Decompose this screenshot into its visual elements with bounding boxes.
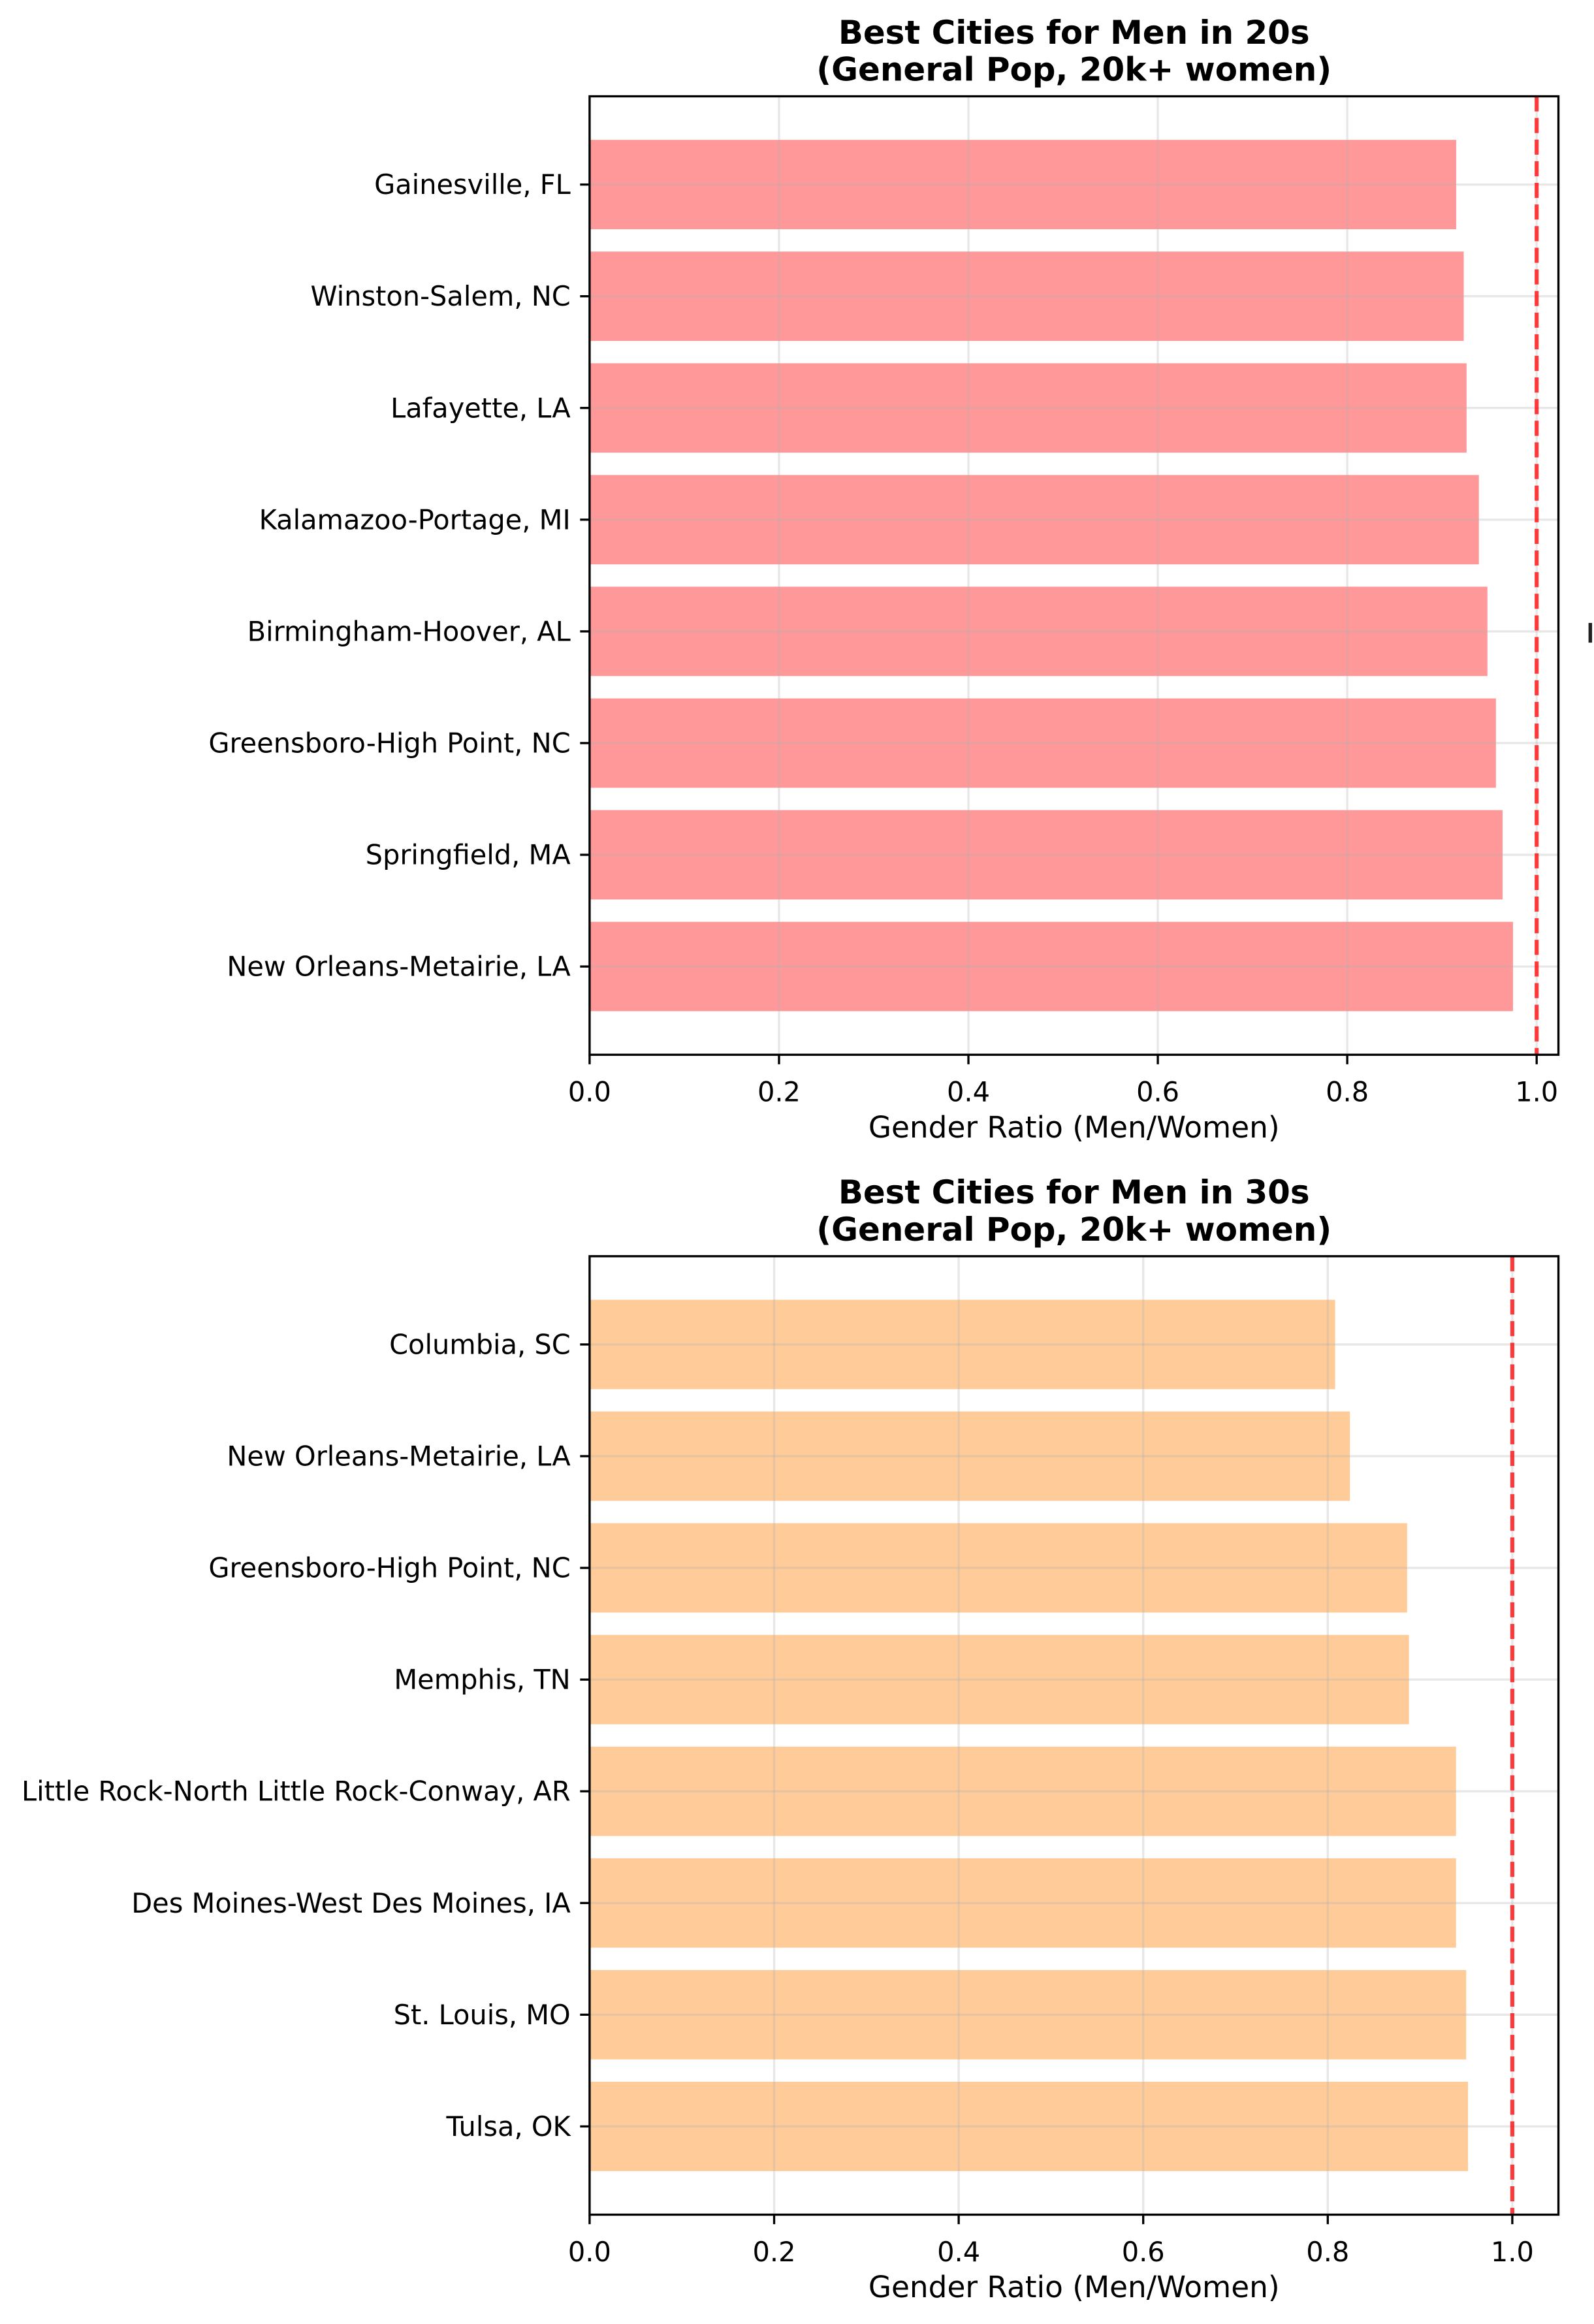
x-tick-label: 0.8 — [1326, 1075, 1369, 1107]
plot-area — [589, 1256, 1559, 2215]
bar — [589, 2081, 1469, 2171]
x-axis-label: Gender Ratio (Men/Women) — [869, 1110, 1280, 1145]
x-axis: 0.0 0.2 0.4 0.6 0.8 1.0 — [568, 1055, 1558, 1107]
y-axis: Gainesville, FL Winston-Salem, NC Lafayett… — [208, 168, 590, 983]
x-tick-label: 0.2 — [752, 2236, 795, 2268]
x-tick-label: 0.6 — [1122, 2236, 1165, 2268]
y-tick-label: Winston-Salem, NC — [311, 280, 571, 312]
y-tick-label: New Orleans-Metairie, LA — [227, 951, 571, 983]
chart-title-line-2: (General Pop, 20k+ women) — [816, 1211, 1331, 1249]
y-tick-label: Columbia, SC — [389, 1328, 571, 1360]
chart-panel-2: 0.0 0.2 0.4 0.6 0.8 1.0 Columbia, SC New Orlean… — [22, 1173, 1560, 2304]
axes-frame — [588, 95, 1560, 1056]
y-tick-label: Greensboro-High Point, NC — [208, 1552, 570, 1584]
bar — [589, 475, 1479, 565]
bar-series — [589, 1299, 1469, 2171]
bar — [589, 1969, 1467, 2060]
y-tick-label: Lafayette, LA — [391, 392, 571, 424]
y-tick-label: Springfield, MA — [366, 839, 571, 871]
bar — [589, 251, 1464, 342]
x-tick-label: 1.0 — [1491, 2236, 1534, 2268]
y-tick-label: Little Rock-North Little Rock-Conway, AR — [22, 1775, 571, 1807]
x-axis-label: Gender Ratio (Men/Women) — [869, 2270, 1280, 2304]
bar — [589, 1634, 1409, 1725]
bar — [589, 1858, 1456, 1948]
plot-area — [589, 96, 1559, 1055]
x-tick-label: 0.4 — [947, 1075, 990, 1107]
x-axis: 0.0 0.2 0.4 0.6 0.8 1.0 — [568, 2214, 1534, 2268]
y-tick-label: Kalamazoo-Portage, MI — [259, 503, 571, 535]
chart-panel-1: 0.0 0.2 0.4 0.6 0.8 1.0 Gainesville, FL Winston… — [208, 14, 1593, 1145]
y-tick-label: Greensboro-High Point, NC — [208, 727, 570, 759]
chart-title-line-2: (General Pop, 20k+ women) — [816, 51, 1331, 89]
y-tick-label: New Orleans-Metairie, LA — [227, 1440, 571, 1472]
y-tick-label: St. Louis, MO — [394, 1999, 571, 2031]
x-tick-label: 1.0 — [1515, 1075, 1558, 1107]
bar — [589, 1411, 1350, 1501]
y-axis: Columbia, SC New Orleans-Metairie, LA Gree… — [22, 1328, 590, 2142]
y-tick-label: Tulsa, OK — [446, 2110, 572, 2142]
bar — [589, 698, 1496, 788]
bar-series — [589, 140, 1513, 1011]
x-tick-label: 0.0 — [568, 1075, 611, 1107]
bar — [589, 810, 1503, 900]
axes-frame — [588, 1255, 1560, 2216]
y-tick-label: Gainesville, FL — [374, 168, 571, 200]
x-tick-label: 0.6 — [1136, 1075, 1179, 1107]
y-tick-label: Memphis, TN — [394, 1664, 570, 1696]
bar — [589, 586, 1488, 677]
x-tick-label: 0.4 — [937, 2236, 980, 2268]
y-tick-label: Des Moines-West Des Moines, IA — [131, 1887, 571, 1919]
y-tick-label: Birmingham-Hoover, AL — [247, 615, 571, 647]
bar — [589, 921, 1513, 1011]
bar — [589, 1746, 1456, 1836]
chart-title: Best Cities for Men in 30s — [838, 1173, 1310, 1211]
bar — [589, 363, 1467, 453]
chart-title: Best Cities for Men in 20s — [838, 14, 1310, 52]
x-tick-label: 0.2 — [757, 1075, 801, 1107]
bar — [589, 1523, 1407, 1613]
x-tick-label: 0.8 — [1306, 2236, 1349, 2268]
clipped-legend-fragment — [1588, 622, 1593, 643]
x-tick-label: 0.0 — [568, 2236, 611, 2268]
bar — [589, 1299, 1335, 1390]
bar — [589, 140, 1456, 230]
